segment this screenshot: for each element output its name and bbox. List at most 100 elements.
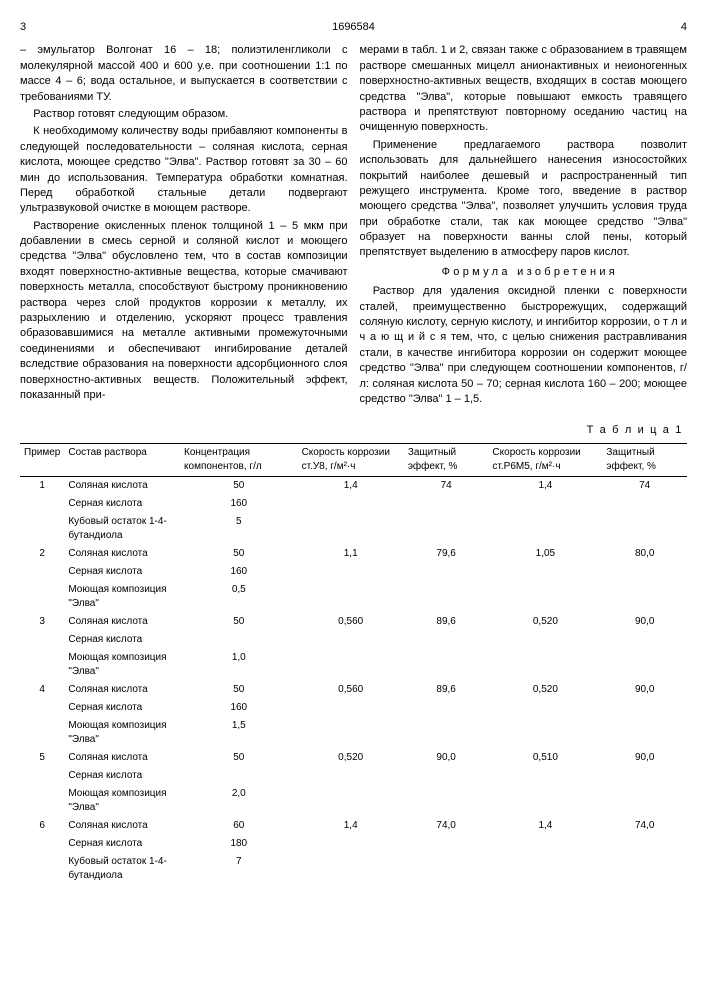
cell: 89,6 xyxy=(404,681,489,699)
cell: 1,1 xyxy=(298,545,404,563)
cell xyxy=(20,581,64,613)
table-row: 4 Соляная кислота 50 0,560 89,6 0,520 90… xyxy=(20,681,687,699)
cell: 50 xyxy=(180,681,298,699)
cell: 4 xyxy=(20,681,64,699)
cell: 80,0 xyxy=(602,545,687,563)
table-row: 6 Соляная кислота 60 1,4 74,0 1,4 74,0 xyxy=(20,817,687,835)
cell: Кубовый остаток 1-4-бутандиола xyxy=(64,853,180,885)
cell: 90,0 xyxy=(602,613,687,631)
cell: 1,05 xyxy=(488,545,602,563)
th: Защитный эффект, % xyxy=(602,443,687,476)
table-row: Серная кислота xyxy=(20,631,687,649)
cell: 1,0 xyxy=(180,649,298,681)
cell: 160 xyxy=(180,495,298,513)
two-column-text: – эмульгатор Волгонат 16 – 18; полиэтиле… xyxy=(20,43,687,409)
cell: Серная кислота xyxy=(64,699,180,717)
cell xyxy=(20,717,64,749)
cell: 50 xyxy=(180,613,298,631)
cell xyxy=(20,767,64,785)
table-row: Моющая композиция "Элва" 0,5 xyxy=(20,581,687,613)
cell xyxy=(20,785,64,817)
cell: Кубовый остаток 1-4-бутандиола xyxy=(64,513,180,545)
cell: 60 xyxy=(180,817,298,835)
cell: 0,560 xyxy=(298,613,404,631)
th: Скорость коррозии ст.Р6М5, г/м²·ч xyxy=(488,443,602,476)
cell: Моющая композиция "Элва" xyxy=(64,717,180,749)
para: Раствор для удаления оксидной пленки с п… xyxy=(360,284,688,407)
cell: 1,4 xyxy=(488,476,602,495)
cell: 180 xyxy=(180,835,298,853)
cell: Соляная кислота xyxy=(64,476,180,495)
table-row: Моющая композиция "Элва" 1,0 xyxy=(20,649,687,681)
cell: Серная кислота xyxy=(64,563,180,581)
cell: 50 xyxy=(180,476,298,495)
table-row: Кубовый остаток 1-4-бутандиола 7 xyxy=(20,853,687,885)
cell: 2,0 xyxy=(180,785,298,817)
cell: 3 xyxy=(20,613,64,631)
table-caption: Т а б л и ц а 1 xyxy=(20,423,683,438)
cell: 5 xyxy=(20,749,64,767)
table-row: 3 Соляная кислота 50 0,560 89,6 0,520 90… xyxy=(20,613,687,631)
th: Защитный эффект, % xyxy=(404,443,489,476)
table-row: Кубовый остаток 1-4-бутандиола 5 xyxy=(20,513,687,545)
cell: Соляная кислота xyxy=(64,817,180,835)
cell: 1,5 xyxy=(180,717,298,749)
cell xyxy=(20,631,64,649)
formula-title: Формула изобретения xyxy=(360,265,688,280)
table-row: Моющая композиция "Элва" 2,0 xyxy=(20,785,687,817)
cell: 0,520 xyxy=(298,749,404,767)
cell: Серная кислота xyxy=(64,835,180,853)
table-row: 5 Соляная кислота 50 0,520 90,0 0,510 90… xyxy=(20,749,687,767)
cell: 90,0 xyxy=(602,681,687,699)
cell: Моющая композиция "Элва" xyxy=(64,581,180,613)
page-num-right: 4 xyxy=(681,20,687,35)
cell: Моющая композиция "Элва" xyxy=(64,785,180,817)
table-row: Серная кислота 180 xyxy=(20,835,687,853)
cell: 74,0 xyxy=(404,817,489,835)
cell: 90,0 xyxy=(404,749,489,767)
cell: 2 xyxy=(20,545,64,563)
cell: 0,520 xyxy=(488,613,602,631)
cell: 74,0 xyxy=(602,817,687,835)
para: Растворение окисленных пленок толщиной 1… xyxy=(20,219,348,404)
table-row: 1 Соляная кислота 50 1,4 74 1,4 74 xyxy=(20,476,687,495)
cell: 1,4 xyxy=(298,476,404,495)
cell: 6 xyxy=(20,817,64,835)
th: Состав раствора xyxy=(64,443,180,476)
page-header: 3 1696584 4 xyxy=(20,20,687,35)
cell: 79,6 xyxy=(404,545,489,563)
cell: 7 xyxy=(180,853,298,885)
left-column: – эмульгатор Волгонат 16 – 18; полиэтиле… xyxy=(20,43,348,409)
th: Пример xyxy=(20,443,64,476)
table-row: Серная кислота 160 xyxy=(20,699,687,717)
th: Концентрация компонентов, г/л xyxy=(180,443,298,476)
cell: Серная кислота xyxy=(64,767,180,785)
table-row: Моющая композиция "Элва" 1,5 xyxy=(20,717,687,749)
cell: Соляная кислота xyxy=(64,749,180,767)
cell: 0,520 xyxy=(488,681,602,699)
cell: 0,5 xyxy=(180,581,298,613)
cell: 1 xyxy=(20,476,64,495)
right-column: мерами в табл. 1 и 2, связан также с обр… xyxy=(360,43,688,409)
table-row: Серная кислота 160 xyxy=(20,495,687,513)
cell: 5 xyxy=(180,513,298,545)
para: К необходимому количеству воды прибавляю… xyxy=(20,124,348,216)
cell: 1,4 xyxy=(298,817,404,835)
table-header-row: Пример Состав раствора Концентрация комп… xyxy=(20,443,687,476)
cell: Серная кислота xyxy=(64,495,180,513)
cell xyxy=(20,835,64,853)
para: – эмульгатор Волгонат 16 – 18; полиэтиле… xyxy=(20,43,348,105)
cell xyxy=(20,513,64,545)
cell: 50 xyxy=(180,545,298,563)
para: Раствор готовят следующим образом. xyxy=(20,107,348,122)
cell: 50 xyxy=(180,749,298,767)
data-table: Пример Состав раствора Концентрация комп… xyxy=(20,443,687,885)
cell: Серная кислота xyxy=(64,631,180,649)
table-row: Серная кислота xyxy=(20,767,687,785)
cell: 160 xyxy=(180,699,298,717)
cell: 90,0 xyxy=(602,749,687,767)
table-row: 2 Соляная кислота 50 1,1 79,6 1,05 80,0 xyxy=(20,545,687,563)
cell: Соляная кислота xyxy=(64,545,180,563)
cell: Соляная кислота xyxy=(64,613,180,631)
cell xyxy=(20,495,64,513)
